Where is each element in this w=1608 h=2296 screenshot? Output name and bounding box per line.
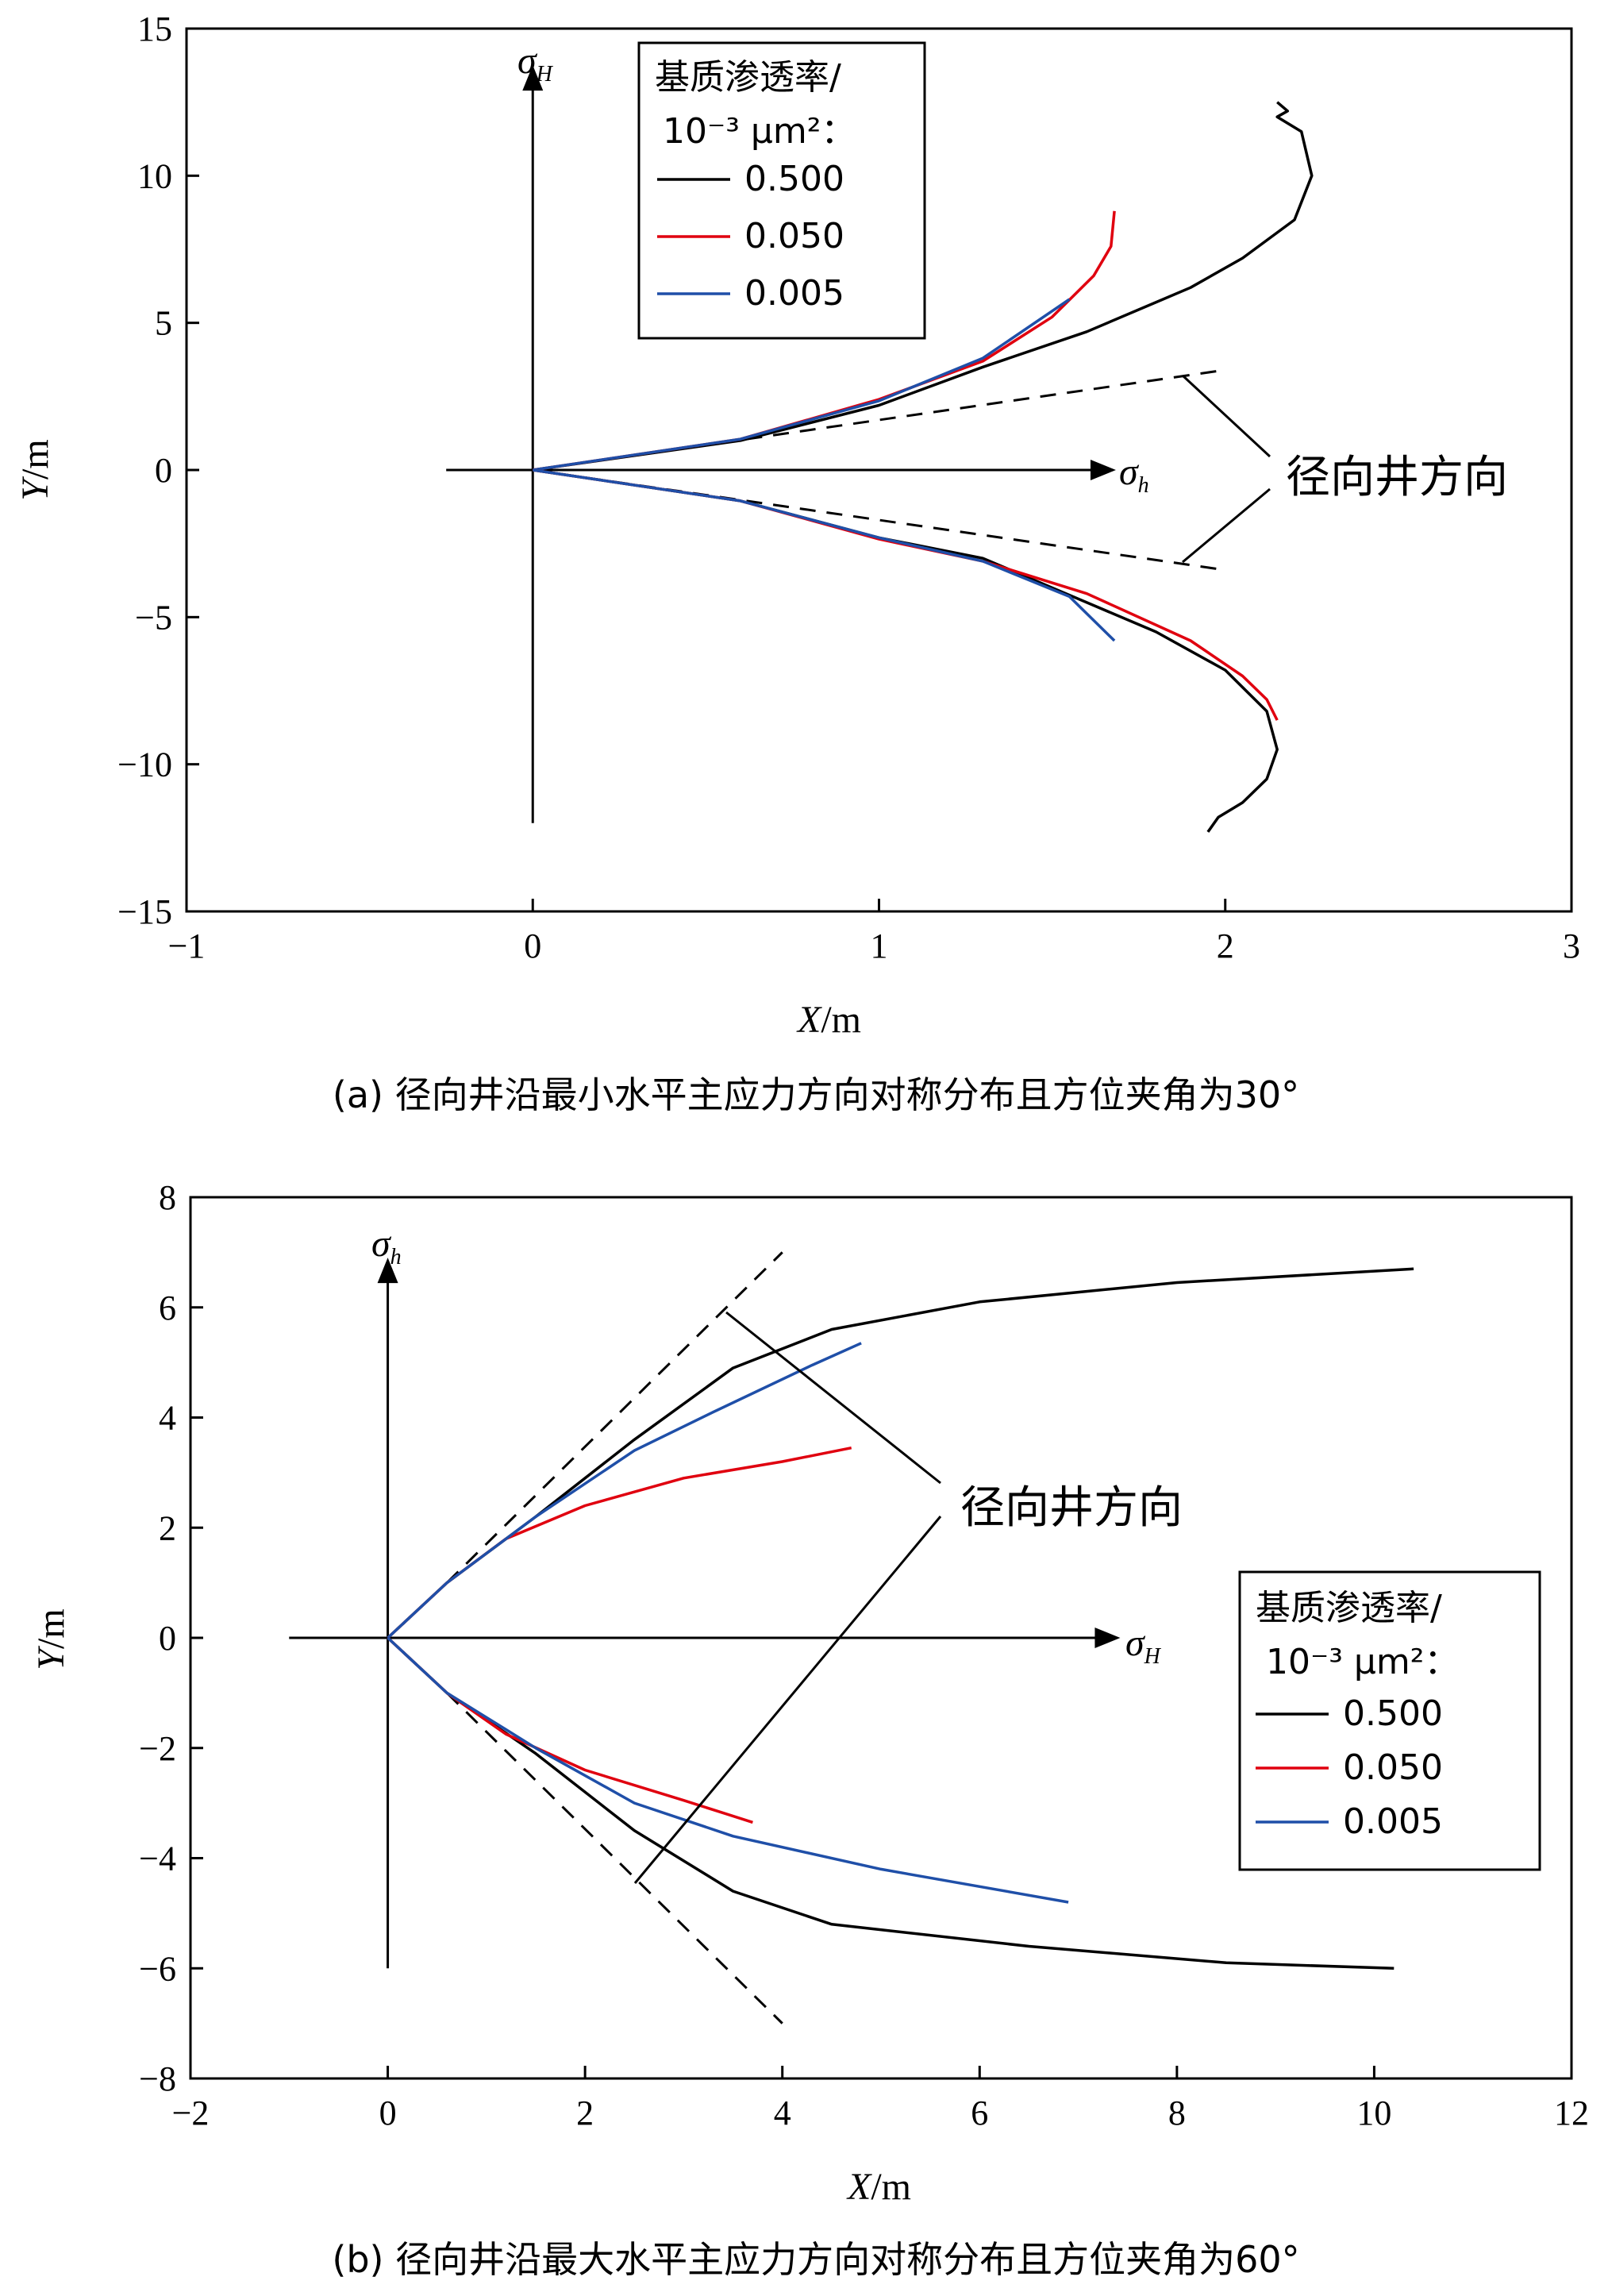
legend-label: 0.005 <box>744 273 844 314</box>
x-axis-label-a: X/m <box>796 999 861 1041</box>
x-tick-label: 10 <box>1356 2094 1391 2132</box>
series-line-0.050 <box>533 468 1279 721</box>
legend-a: 基质渗透率/ 10⁻³ μm²： 0.500 0.050 0.005 <box>637 41 926 340</box>
y-tick-label: −5 <box>135 598 172 637</box>
legend-title-a-1: 基质渗透率/ <box>655 57 841 98</box>
y-tick-label: 4 <box>159 1399 176 1438</box>
x-tick-label: −2 <box>172 2094 210 2132</box>
arrow-up-icon <box>522 65 544 91</box>
y-tick-label: 0 <box>155 451 172 490</box>
legend-box-b <box>1238 1570 1541 1871</box>
stress-x-symbol-b: σH <box>1125 1622 1162 1669</box>
legend-title-b-2: 10⁻³ μm²： <box>1266 1642 1459 1682</box>
y-tick-label: −6 <box>139 1949 176 1988</box>
y-tick-label: 2 <box>159 1508 176 1547</box>
ticks-b: −2 0 2 4 6 8 10 12 8 6 4 2 0 −2 −4 −6 −8 <box>139 1178 1589 2132</box>
y-tick-label: 0 <box>159 1619 176 1658</box>
series-line-0.500 <box>533 101 1314 472</box>
series-line-0.500 <box>533 468 1279 833</box>
y-tick-label: 15 <box>137 10 172 48</box>
caption-b: (b) 径向井沿最大水平主应力方向对称分布且方位夹角为60° <box>332 2238 1299 2281</box>
x-tick-label: −1 <box>168 926 206 965</box>
y-tick-label: 10 <box>137 156 172 195</box>
stress-y-symbol-a: σH <box>517 40 554 87</box>
x-tick-label: 1 <box>871 926 888 965</box>
legend-label: 0.050 <box>744 216 844 256</box>
x-tick-label: 6 <box>971 2094 988 2132</box>
series-b <box>387 1267 1414 1970</box>
y-tick-label: 5 <box>155 304 172 343</box>
annotation-leader-a-top <box>1181 374 1271 458</box>
legend-label: 0.500 <box>1343 1693 1443 1734</box>
legend-label: 0.500 <box>744 159 844 199</box>
x-tick-label: 0 <box>524 926 541 965</box>
guide-lines-b <box>446 1251 783 2024</box>
annotation-leader-b-top <box>725 1311 941 1485</box>
arrow-right-icon <box>1094 1628 1121 1648</box>
series-line-0.050 <box>387 1446 852 1639</box>
annotation-a: 径向井方向 <box>1286 452 1508 503</box>
y-tick-label: −15 <box>117 892 172 931</box>
x-tick-label: 2 <box>576 2094 594 2132</box>
legend-entries-a: 0.500 0.050 0.005 <box>657 159 844 314</box>
legend-box-a <box>637 41 926 340</box>
series-line-0.005 <box>387 1636 1069 1904</box>
legend-label: 0.050 <box>1343 1747 1443 1788</box>
series-line-0.005 <box>533 468 1116 642</box>
stress-y-symbol-b: σh <box>371 1223 402 1269</box>
y-tick-label: 6 <box>159 1289 176 1327</box>
caption-a: (a) 径向井沿最小水平主应力方向对称分布且方位夹角为30° <box>333 1073 1299 1116</box>
x-tick-label: 8 <box>1168 2094 1186 2132</box>
stress-x-symbol-a: σh <box>1119 451 1149 498</box>
y-tick-label: 8 <box>159 1178 176 1217</box>
radial-well-direction-line <box>446 1251 783 1584</box>
y-tick-label: −4 <box>139 1839 176 1878</box>
legend-b: 基质渗透率/ 10⁻³ μm²： 0.500 0.050 0.005 <box>1238 1570 1541 1871</box>
legend-title-a-2: 10⁻³ μm²： <box>663 111 856 152</box>
legend-label: 0.005 <box>1343 1801 1443 1842</box>
y-axis-label-a: Y/m <box>14 439 56 500</box>
x-tick-label: 3 <box>1563 926 1580 965</box>
y-tick-label: −2 <box>139 1729 176 1768</box>
series-line-0.005 <box>533 298 1071 472</box>
radial-well-direction-line <box>446 1692 783 2024</box>
arrow-up-icon <box>377 1258 398 1284</box>
x-axis-label-b: X/m <box>846 2166 911 2208</box>
annotation-leader-a-bot <box>1182 487 1271 564</box>
legend-title-b-1: 基质渗透率/ <box>1256 1588 1442 1628</box>
series-line-0.005 <box>387 1342 862 1639</box>
y-axis-label-b: Y/m <box>30 1608 72 1670</box>
x-tick-label: 4 <box>774 2094 791 2132</box>
stress-axes-b <box>289 1258 1121 1969</box>
chart-panel-b: −2 0 2 4 6 8 10 12 8 6 4 2 0 −2 −4 −6 −8 σh σH 径向井方向 基质渗… <box>30 1178 1589 2281</box>
arrow-right-icon <box>1090 460 1116 480</box>
y-tick-label: −10 <box>117 745 172 784</box>
y-tick-label: −8 <box>139 2059 176 2098</box>
series-line-0.050 <box>387 1636 753 1824</box>
x-tick-label: 12 <box>1554 2094 1589 2132</box>
stress-axes-a <box>446 65 1116 823</box>
annotation-b: 径向井方向 <box>960 1482 1183 1534</box>
series-a <box>533 101 1314 833</box>
legend-entries-b: 0.500 0.050 0.005 <box>1256 1693 1443 1842</box>
x-tick-label: 2 <box>1217 926 1234 965</box>
x-tick-label: 0 <box>379 2094 397 2132</box>
annotation-leader-b-bot <box>633 1516 942 1884</box>
